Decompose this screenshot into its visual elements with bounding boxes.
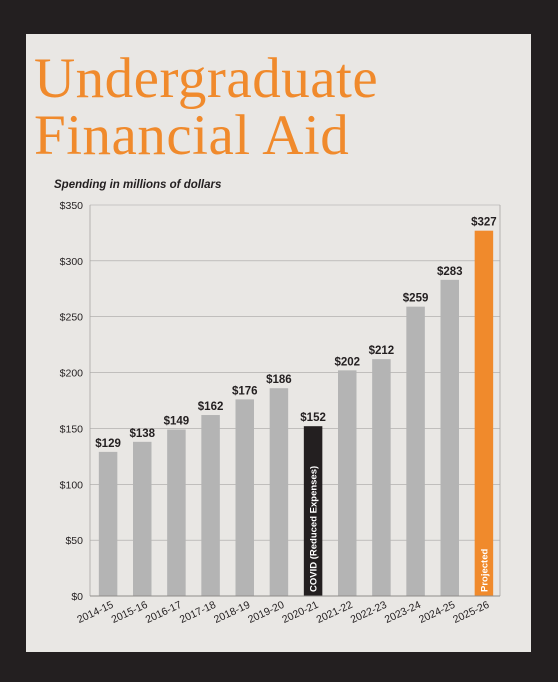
x-tick-label: 2015-16 [110,599,150,626]
y-tick-label: $350 [60,200,84,212]
bar [133,441,152,596]
data-label: $176 [232,385,258,397]
data-label: $212 [369,345,395,357]
bar [474,230,494,597]
x-tick-label: 2018-19 [212,599,252,626]
bar [338,370,357,596]
data-label: $129 [95,438,121,450]
x-tick-label: 2021-22 [315,599,355,626]
y-tick-label: $0 [71,591,83,603]
title-line-2: Financial Aid [34,104,350,167]
x-tick-label: 2016-17 [144,599,184,626]
data-label: $138 [129,428,155,440]
x-tick-label: 2022-23 [349,599,389,626]
y-tick-label: $150 [60,423,84,435]
data-label: $283 [437,266,463,278]
y-tick-label: $100 [60,479,84,491]
x-tick-label: 2023-24 [383,599,423,626]
data-label: $152 [300,412,326,424]
bar [235,399,254,596]
x-tick-label: 2025-26 [451,599,491,626]
chart-subtitle: Spending in millions of dollars [54,179,222,191]
x-tick-label: 2024-25 [417,599,457,626]
bar-annotation: COVID (Reduced Expenses) [309,466,320,592]
bar [440,279,459,596]
data-label: $149 [164,416,190,428]
title-line-1: Undergraduate [34,47,379,110]
y-tick-label: $250 [60,312,84,324]
chart-title: Undergraduate Financial Aid [34,50,378,164]
y-tick-label: $50 [65,535,83,547]
y-tick-label: $200 [60,368,84,380]
bar [372,359,391,596]
bar [201,415,220,596]
bar [303,426,323,596]
bar [98,451,118,596]
bar [269,388,289,596]
x-tick-label: 2019-20 [246,599,286,626]
data-label: $259 [403,293,429,305]
data-label: $327 [471,217,497,229]
bar-annotation: Projected [479,549,490,592]
y-tick-label: $300 [60,256,84,268]
data-label: $162 [198,401,224,413]
data-label: $186 [266,374,292,386]
x-tick-label: 2017-18 [178,599,218,626]
bar [167,429,186,596]
data-label: $202 [334,356,360,368]
bar [406,306,425,596]
x-tick-label: 2020-21 [280,599,320,626]
